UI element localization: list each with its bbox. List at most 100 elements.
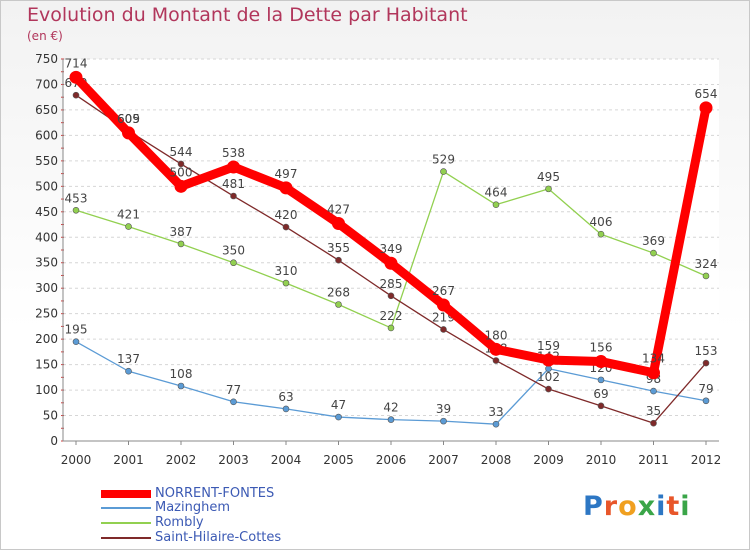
x-tick-label: 2010 [586,453,617,467]
data-point [227,160,240,174]
data-point [702,272,710,280]
proxiti-logo: Proxiti [583,491,691,522]
data-label: 268 [327,285,350,299]
data-point [230,259,237,267]
data-point [125,223,132,230]
data-label: 79 [698,382,713,396]
data-label: 538 [222,146,245,160]
data-point [387,324,395,332]
y-tick-label: 650 [35,103,58,117]
data-point [72,338,80,345]
x-tick-label: 2003 [218,453,249,467]
data-point [230,192,237,200]
chart-title: Evolution du Montant de la Dette par Hab… [27,4,468,26]
data-label: 195 [65,323,88,337]
x-tick-label: 2002 [166,453,197,467]
data-point [492,420,500,428]
y-tick-label: 750 [35,52,58,66]
logo-letter: P [583,491,604,522]
data-label: 427 [327,203,350,217]
legend-swatch [101,537,151,539]
y-tick-label: 600 [35,128,58,142]
y-tick-label: 100 [35,383,58,397]
data-label: 529 [432,153,455,167]
data-label: 420 [275,208,298,222]
data-point [335,301,342,308]
logo-letter: i [656,491,667,522]
data-point [702,359,710,367]
data-label: 324 [695,257,718,271]
data-point [335,413,342,421]
data-point [125,367,132,375]
data-point [440,417,447,425]
x-tick-label: 2008 [481,453,512,467]
data-point [282,223,290,231]
y-tick-label: 250 [35,307,58,321]
x-tick-label: 2009 [533,453,564,467]
data-label: 421 [117,208,140,222]
data-point [122,126,135,140]
data-point [177,160,185,168]
data-label: 63 [278,390,293,404]
data-point [492,201,500,208]
data-label: 69 [593,387,608,401]
data-label: 605 [117,112,140,126]
data-point [597,402,605,410]
logo-letter: x [637,491,657,522]
data-label: 369 [642,234,665,248]
data-label: 464 [485,186,508,200]
data-label: 42 [383,401,398,415]
data-label: 495 [537,170,560,184]
y-tick-label: 150 [35,358,58,372]
data-label: 33 [488,405,503,419]
data-point [72,206,80,214]
y-tick-label: 350 [35,256,58,270]
data-point [647,366,660,380]
data-point [440,168,447,175]
data-point [650,249,657,257]
data-point [650,419,657,427]
data-label: 500 [170,165,193,179]
data-label: 544 [170,145,193,159]
data-point [489,342,503,356]
data-point [387,292,395,300]
data-point [594,355,608,369]
y-tick-label: 50 [43,409,58,423]
y-tick-label: 450 [35,205,58,219]
data-label: 39 [436,402,451,416]
y-tick-label: 500 [35,179,58,193]
x-tick-label: 2012 [691,453,722,467]
logo-letter: t [666,491,681,522]
data-point [335,256,342,264]
y-tick-label: 300 [35,281,58,295]
data-label: 159 [537,339,560,353]
y-tick-label: 0 [50,434,58,448]
x-tick-label: 2011 [638,453,669,467]
data-point [177,382,185,390]
legend-swatch [101,522,151,524]
data-label: 406 [590,215,613,229]
x-tick-label: 2004 [271,453,302,467]
data-point [545,185,552,193]
data-point [387,416,395,423]
data-point [437,298,450,312]
x-tick-label: 2007 [428,453,459,467]
chart-subtitle: (en €) [27,29,63,43]
x-tick-label: 2005 [323,453,354,467]
plot-area [63,59,719,441]
legend-swatch [101,507,151,509]
y-tick-label: 400 [35,230,58,244]
data-point [279,181,293,195]
data-label: 310 [275,264,298,278]
x-tick-label: 2006 [376,453,407,467]
data-label: 134 [642,352,665,366]
data-point [440,326,447,333]
data-label: 285 [380,277,403,291]
y-tick-label: 200 [35,332,58,346]
data-point [492,357,500,364]
legend-label: Mazinghem [155,500,231,515]
data-label: 497 [275,167,298,181]
x-tick-label: 2001 [113,453,144,467]
data-point [177,240,185,248]
